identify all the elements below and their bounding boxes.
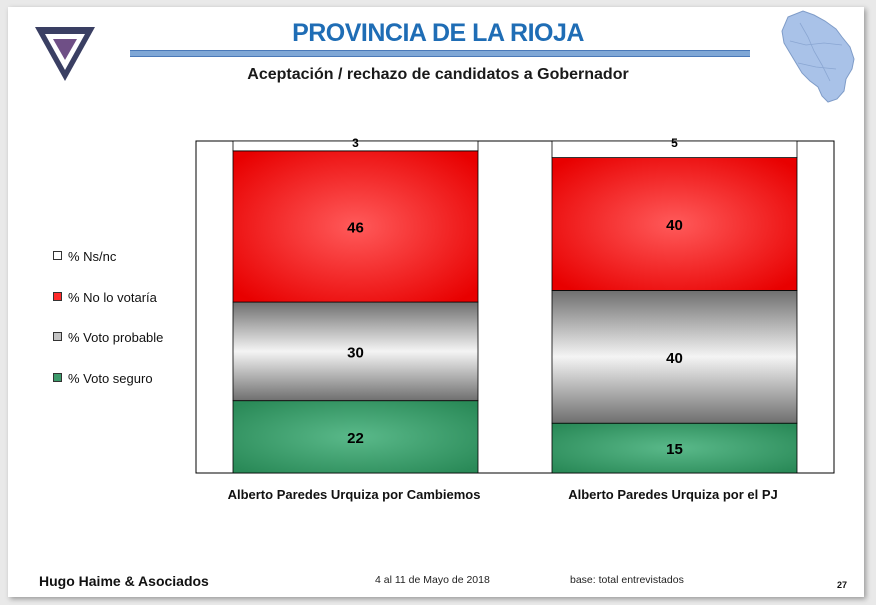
bar-segment-no-votaria (232, 150, 479, 303)
data-label: 46 (347, 219, 364, 236)
title-underline (130, 50, 750, 57)
data-label: 40 (666, 350, 683, 367)
legend-label: % Voto probable (68, 330, 164, 345)
category-label: Alberto Paredes Urquiza por el PJ (568, 487, 778, 502)
bar-segment-no-votaria (551, 157, 798, 291)
slide: PROVINCIA DE LA RIOJA Aceptación / recha… (8, 7, 864, 597)
legend-swatch (53, 372, 62, 382)
bar-segment-ns-nc (551, 140, 798, 159)
data-label: 30 (347, 344, 364, 361)
data-label: 22 (347, 430, 364, 447)
data-label: 5 (671, 136, 678, 150)
page-number: 27 (837, 580, 848, 590)
chart-subtitle: Aceptación / rechazo de candidatos a Gob… (247, 66, 629, 83)
legend-label: % Ns/nc (68, 249, 117, 264)
bar-segment-ns-nc (232, 140, 479, 152)
logo-triangle-icon (35, 27, 95, 81)
bar-segment-voto-seguro (232, 400, 479, 474)
bar-segment-voto-probable (232, 301, 479, 402)
bar-segment-voto-seguro (551, 422, 798, 474)
data-label: 40 (666, 217, 683, 234)
legend-swatch (53, 332, 62, 341)
legend-label: % No lo votaría (68, 289, 157, 305)
category-label: Alberto Paredes Urquiza por Cambiemos (227, 487, 481, 502)
footer-company: Hugo Haime & Asociados (39, 573, 209, 589)
stacked-bar-chart: 22 30 46 3 15 40 40 5 (195, 136, 835, 474)
province-map-icon (781, 10, 855, 103)
legend-label: % Voto seguro (68, 370, 153, 386)
legend-swatch (53, 291, 62, 301)
footer-base: base: total entrevistados (570, 574, 684, 586)
data-label: 3 (352, 136, 359, 150)
legend-swatch (53, 251, 62, 260)
page-title: PROVINCIA DE LA RIOJA (292, 19, 584, 47)
data-label: 15 (666, 441, 683, 458)
footer-date: 4 al 11 de Mayo de 2018 (375, 574, 490, 586)
bar-segment-voto-probable (551, 289, 798, 424)
